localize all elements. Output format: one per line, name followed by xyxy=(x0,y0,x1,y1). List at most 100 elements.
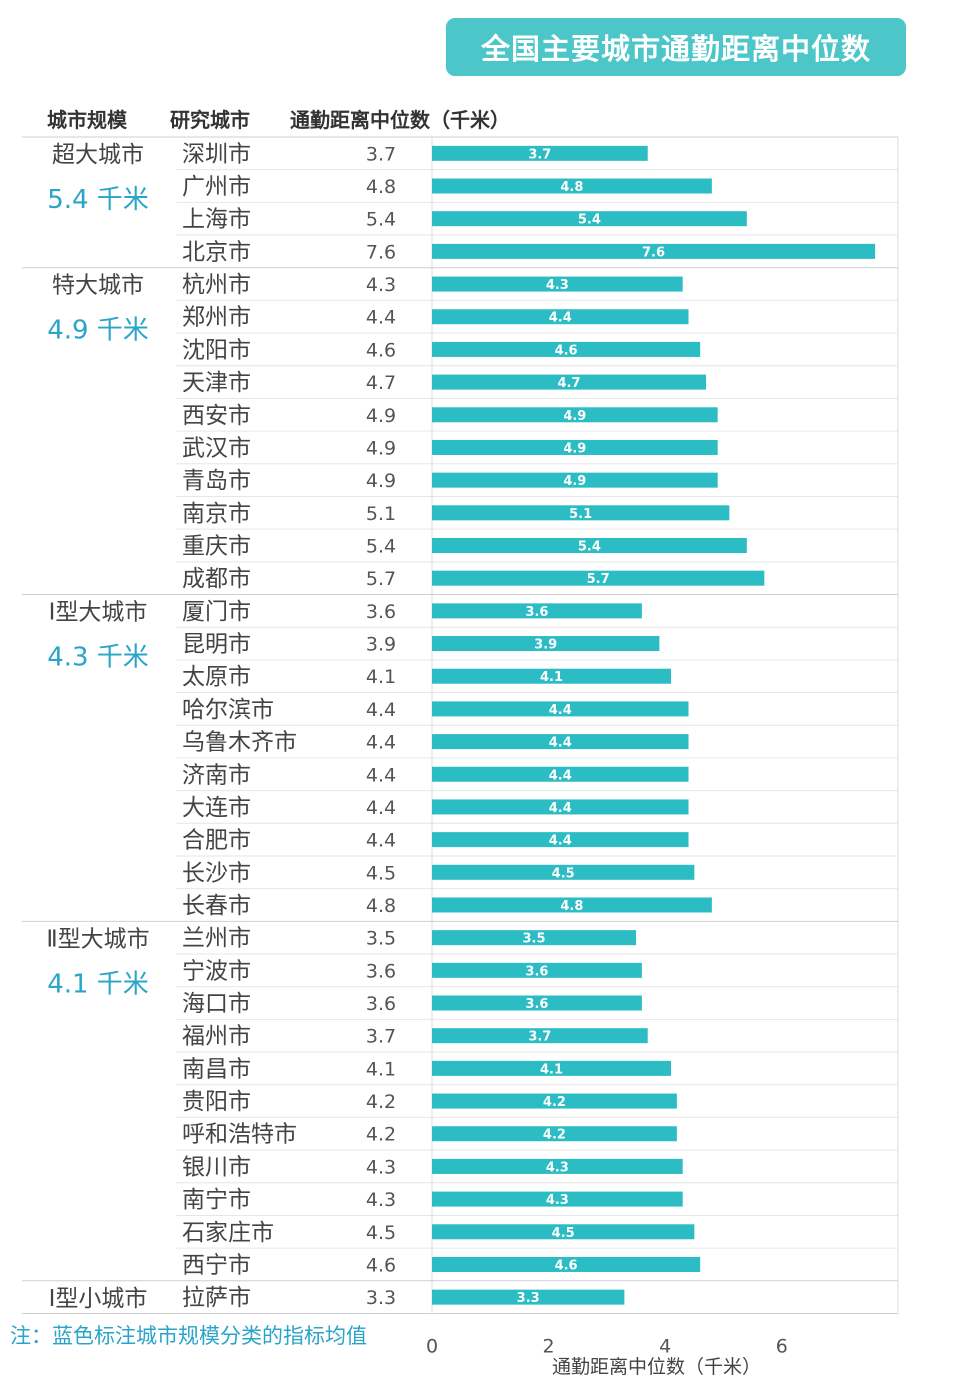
group-mean: 4.3 千米 xyxy=(47,643,149,673)
bar-data-label: 3.7 xyxy=(528,1030,551,1045)
city-label: 太原市 xyxy=(182,664,251,690)
bar xyxy=(432,962,642,978)
value-label: 4.8 xyxy=(366,176,396,198)
bar xyxy=(432,766,689,782)
value-label: 4.3 xyxy=(366,1156,396,1178)
bar xyxy=(432,1126,677,1142)
bar-data-label: 3.7 xyxy=(528,147,551,162)
value-label: 4.5 xyxy=(366,862,396,884)
bar xyxy=(432,995,642,1011)
bar-data-label: 3.9 xyxy=(534,638,557,653)
city-label: 大连市 xyxy=(182,795,251,821)
value-label: 5.7 xyxy=(366,568,396,590)
bar xyxy=(432,1060,672,1076)
value-label: 3.6 xyxy=(366,993,396,1015)
city-label: 西宁市 xyxy=(182,1252,251,1278)
bar xyxy=(432,178,712,194)
bar-data-label: 4.6 xyxy=(555,343,578,358)
bar xyxy=(432,472,718,488)
city-label: 武汉市 xyxy=(182,435,251,461)
value-label: 4.4 xyxy=(366,764,396,786)
header-city: 研究城市 xyxy=(170,108,250,132)
value-label: 5.4 xyxy=(366,209,396,231)
city-label: 济南市 xyxy=(182,762,251,788)
bar xyxy=(432,864,695,880)
value-label: 7.6 xyxy=(366,241,396,263)
bar-data-label: 4.3 xyxy=(546,1160,569,1175)
group-mean: 4.9 千米 xyxy=(47,316,149,346)
bar xyxy=(432,1256,701,1272)
value-label: 4.7 xyxy=(366,372,396,394)
bar-data-label: 4.8 xyxy=(560,180,583,195)
bar-data-label: 4.2 xyxy=(543,1095,566,1110)
city-label: 昆明市 xyxy=(182,632,251,658)
city-label: 宁波市 xyxy=(182,958,251,984)
bar xyxy=(432,1191,683,1207)
bar-data-label: 4.9 xyxy=(563,409,586,424)
value-label: 3.7 xyxy=(366,1026,396,1048)
bar-data-label: 7.6 xyxy=(642,245,665,260)
bar xyxy=(432,211,747,227)
city-label: 重庆市 xyxy=(182,534,251,560)
city-label: 呼和浩特市 xyxy=(182,1122,297,1148)
bar xyxy=(432,734,689,750)
bar xyxy=(432,439,718,455)
value-label: 4.6 xyxy=(366,1254,396,1276)
bar-data-label: 3.5 xyxy=(523,932,546,947)
chart-title: 全国主要城市通勤距离中位数 xyxy=(446,18,906,76)
value-label: 4.6 xyxy=(366,339,396,361)
bar-data-label: 5.4 xyxy=(578,213,601,228)
bar-data-label: 3.6 xyxy=(525,997,548,1012)
bar xyxy=(432,603,642,619)
value-label: 4.5 xyxy=(366,1222,396,1244)
x-tick-label: 6 xyxy=(776,1335,788,1357)
bar xyxy=(432,570,765,586)
bar xyxy=(432,897,712,913)
bar xyxy=(432,276,683,292)
value-label: 4.3 xyxy=(366,274,396,296)
bar-data-label: 4.8 xyxy=(560,899,583,914)
bar xyxy=(432,668,672,684)
value-label: 3.6 xyxy=(366,601,396,623)
bar xyxy=(432,374,707,390)
bar xyxy=(432,1289,625,1305)
city-label: 北京市 xyxy=(182,239,251,265)
city-label: 成都市 xyxy=(182,566,251,592)
value-label: 4.4 xyxy=(366,699,396,721)
bar-data-label: 3.6 xyxy=(525,964,548,979)
bar-data-label: 4.9 xyxy=(563,474,586,489)
city-label: 合肥市 xyxy=(182,828,251,854)
city-label: 长春市 xyxy=(182,893,251,919)
city-label: 上海市 xyxy=(182,207,251,233)
bar-data-label: 3.6 xyxy=(525,605,548,620)
bar xyxy=(432,243,876,259)
city-label: 深圳市 xyxy=(182,141,251,167)
bar-data-label: 4.4 xyxy=(549,736,572,751)
bar-data-label: 4.5 xyxy=(552,1226,575,1241)
bar xyxy=(432,1158,683,1174)
x-tick-label: 2 xyxy=(543,1335,555,1357)
bar-data-label: 4.2 xyxy=(543,1128,566,1143)
city-label: 银川市 xyxy=(182,1154,251,1180)
value-label: 3.3 xyxy=(366,1287,396,1309)
x-tick-label: 0 xyxy=(426,1335,438,1357)
city-label: 海口市 xyxy=(182,991,251,1017)
value-label: 4.4 xyxy=(366,830,396,852)
value-label: 5.1 xyxy=(366,503,396,525)
bar xyxy=(432,832,689,848)
group-name: Ⅰ型大城市 xyxy=(49,600,148,626)
bar-data-label: 4.4 xyxy=(549,703,572,718)
bar xyxy=(432,636,660,652)
bar-data-label: 4.4 xyxy=(549,768,572,783)
bar xyxy=(432,930,637,946)
city-label: 贵阳市 xyxy=(182,1089,251,1115)
value-label: 4.4 xyxy=(366,797,396,819)
bar xyxy=(432,145,648,161)
group-name: 特大城市 xyxy=(52,273,144,299)
bar-data-label: 4.4 xyxy=(549,311,572,326)
city-label: 青岛市 xyxy=(182,468,251,494)
city-label: 沈阳市 xyxy=(182,337,251,363)
city-label: 天津市 xyxy=(182,370,251,396)
value-label: 3.7 xyxy=(366,143,396,165)
